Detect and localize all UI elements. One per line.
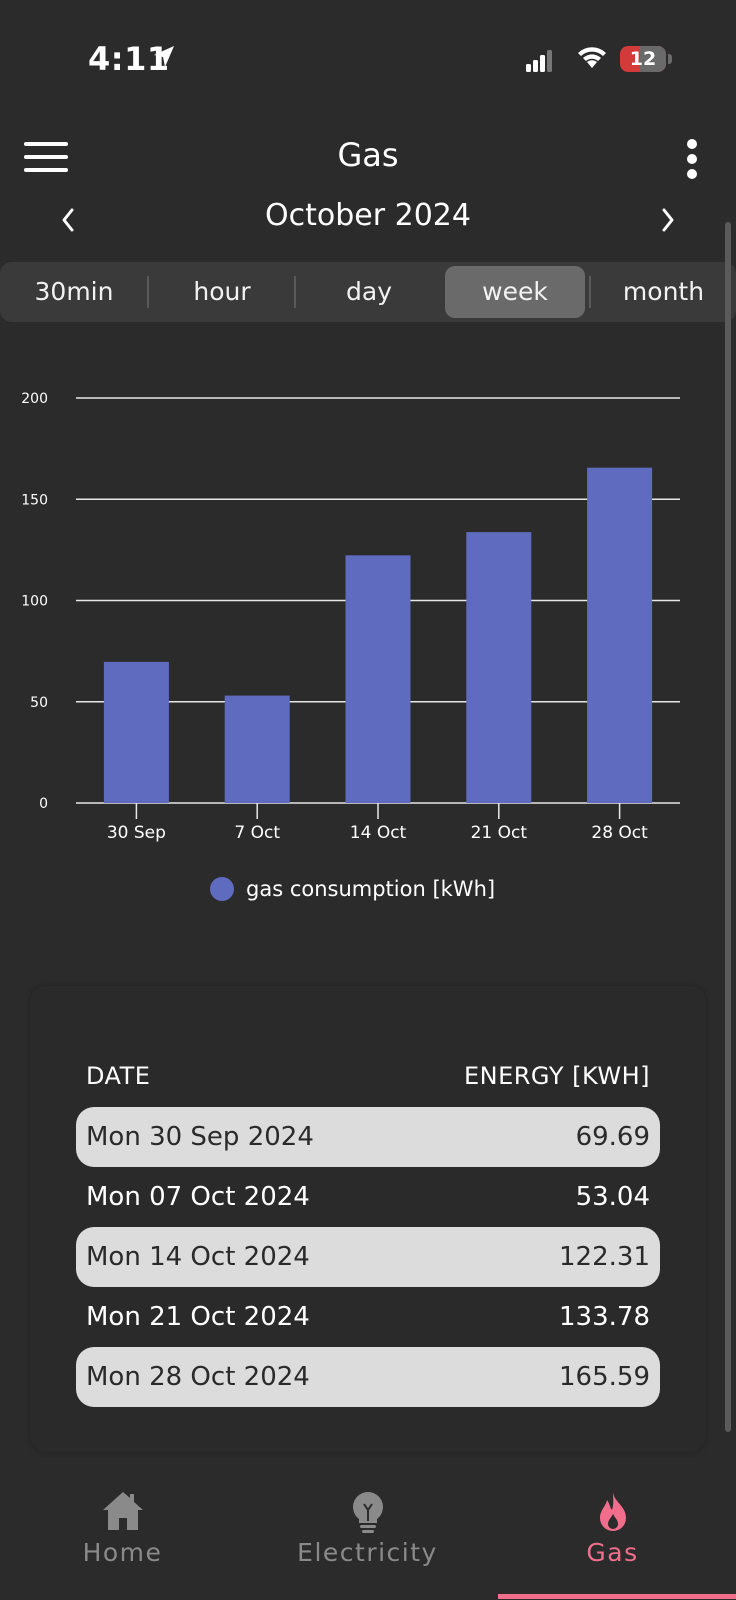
x-tick-label: 30 Sep [107, 823, 166, 843]
location-arrow-icon [154, 46, 174, 67]
y-tick-label: 100 [21, 594, 48, 610]
segment-hour[interactable]: hour [193, 277, 251, 306]
hamburger-menu-icon[interactable] [24, 142, 68, 172]
nav-home-label: Home [82, 1538, 163, 1567]
chevron-right-icon[interactable] [656, 204, 680, 236]
more-options-icon[interactable] [686, 139, 698, 179]
table-row: Mon 21 Oct 2024 133.78 [76, 1287, 660, 1347]
segment-day[interactable]: day [346, 277, 392, 306]
table-row: Mon 14 Oct 2024 122.31 [76, 1227, 660, 1287]
page-title: Gas [337, 136, 399, 174]
x-tick-label: 14 Oct [350, 823, 407, 843]
row-energy: 133.78 [559, 1302, 650, 1332]
y-tick-label: 200 [21, 391, 48, 407]
cellular-signal-icon [526, 50, 552, 72]
segment-divider [294, 276, 296, 308]
row-energy: 165.59 [559, 1362, 650, 1392]
row-date: Mon 21 Oct 2024 [86, 1302, 310, 1332]
nav-gas[interactable]: Gas [490, 1472, 735, 1600]
segment-30min[interactable]: 30min [34, 277, 114, 306]
segment-divider [589, 276, 591, 308]
row-energy: 122.31 [559, 1242, 650, 1272]
x-tick-label: 21 Oct [471, 823, 528, 843]
bar [587, 467, 653, 803]
segment-week[interactable]: week [445, 266, 585, 318]
battery-level: 12 [629, 48, 657, 70]
bar [224, 695, 290, 803]
x-tick-label: 28 Oct [591, 823, 648, 843]
period-label: October 2024 [265, 198, 471, 233]
table-row: Mon 30 Sep 2024 69.69 [76, 1107, 660, 1167]
segment-month[interactable]: month [622, 277, 705, 306]
scrollbar[interactable] [725, 222, 731, 1432]
bar [345, 555, 411, 803]
y-tick-label: 0 [39, 796, 48, 812]
table-row: Mon 28 Oct 2024 165.59 [76, 1347, 660, 1407]
row-energy: 53.04 [575, 1182, 650, 1212]
y-tick-label: 150 [21, 492, 48, 508]
energy-column-header: ENERGY [KWH] [463, 1062, 650, 1090]
y-tick-label: 50 [30, 695, 48, 711]
home-icon [102, 1492, 143, 1530]
table-row: Mon 07 Oct 2024 53.04 [76, 1167, 660, 1227]
chevron-left-icon[interactable] [56, 204, 80, 236]
flame-icon [599, 1492, 626, 1531]
row-energy: 69.69 [575, 1122, 650, 1152]
nav-home[interactable]: Home [0, 1472, 245, 1600]
bar [466, 532, 532, 803]
battery-icon: 12 [620, 46, 666, 72]
row-date: Mon 14 Oct 2024 [86, 1242, 310, 1272]
row-date: Mon 28 Oct 2024 [86, 1362, 310, 1392]
nav-electricity-label: Electricity [297, 1538, 438, 1567]
active-tab-indicator [498, 1594, 736, 1599]
date-column-header: DATE [86, 1062, 151, 1090]
bar [103, 661, 169, 803]
segment-divider [147, 276, 149, 308]
battery-cap [668, 54, 672, 64]
x-tick-label: 7 Oct [234, 823, 280, 843]
gas-consumption-chart: 0 50 100 150 200 30 Sep 7 Oct 14 Oct 21 Oct 28 Oc… [21, 391, 680, 843]
resolution-segmented-control: 30min hour day week month [0, 262, 736, 322]
status-time: 4:11 [88, 40, 170, 78]
row-date: Mon 30 Sep 2024 [86, 1122, 314, 1152]
nav-electricity[interactable]: Electricity [245, 1472, 490, 1600]
wifi-icon [578, 47, 606, 68]
row-date: Mon 07 Oct 2024 [86, 1182, 310, 1212]
nav-gas-label: Gas [586, 1538, 639, 1567]
bottom-navigation: Home Electricity Gas [0, 1472, 736, 1600]
legend-marker [210, 877, 234, 901]
legend-label: gas consumption [kWh] [246, 877, 496, 901]
lightbulb-icon [352, 1492, 383, 1533]
